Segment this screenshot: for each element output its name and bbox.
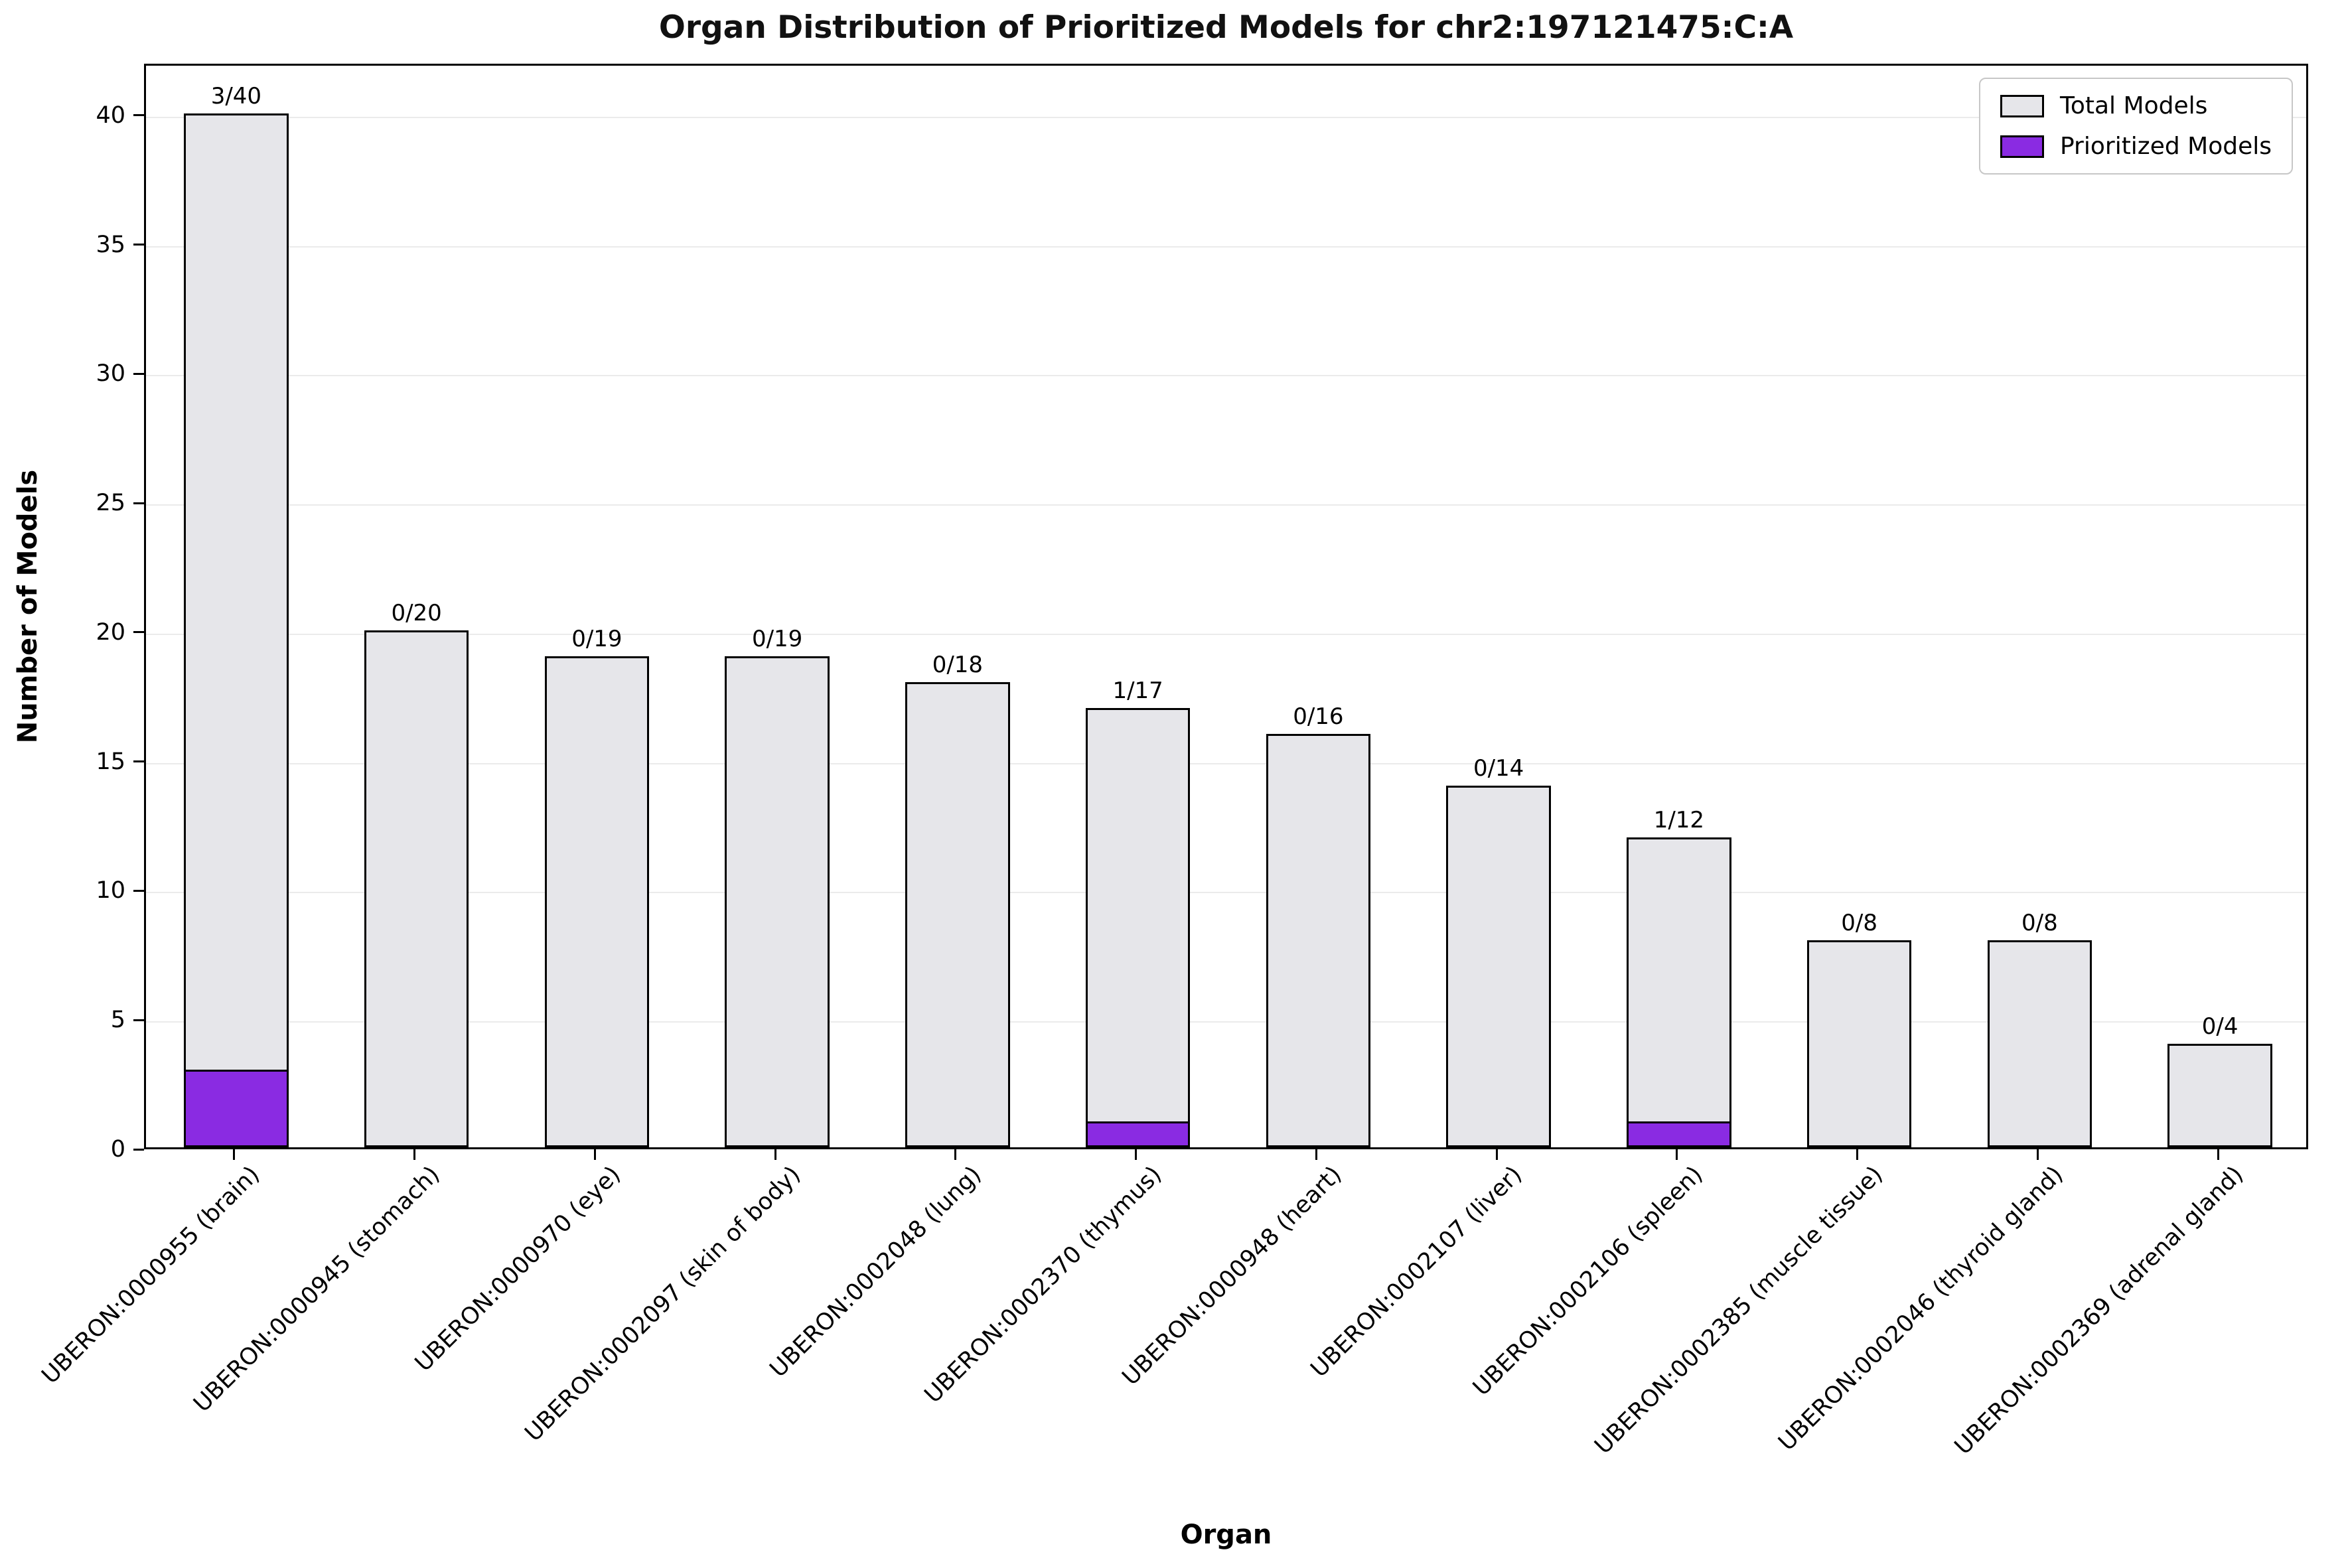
x-tick-label: UBERON:0002369 (adrenal gland) — [1949, 1161, 2249, 1461]
y-tick-mark — [133, 631, 144, 634]
bar-value-label: 0/20 — [391, 599, 442, 626]
y-tick-mark — [133, 760, 144, 763]
bar-value-label: 3/40 — [210, 82, 262, 109]
x-tick-mark — [954, 1149, 957, 1160]
x-tick-mark — [233, 1149, 236, 1160]
total-models-bar — [1085, 707, 1191, 1147]
gridline — [146, 1021, 2306, 1023]
y-axis-label: Number of Models — [13, 469, 43, 744]
chart-title: Organ Distribution of Prioritized Models… — [658, 9, 1794, 46]
x-tick-label: UBERON:0002385 (muscle tissue) — [1589, 1161, 1888, 1460]
y-tick-label: 30 — [96, 360, 125, 388]
x-tick-mark — [1135, 1149, 1137, 1160]
x-tick-mark — [774, 1149, 776, 1160]
bar-value-label: 0/8 — [1841, 910, 1877, 937]
y-tick-mark — [133, 372, 144, 375]
legend-label-prioritized-models: Prioritized Models — [2059, 133, 2272, 160]
x-tick-mark — [1856, 1149, 1859, 1160]
bar-value-label: 0/19 — [751, 625, 803, 652]
x-tick-mark — [1495, 1149, 1498, 1160]
total-models-bar — [184, 113, 289, 1147]
gridline — [146, 762, 2306, 764]
y-tick-mark — [133, 502, 144, 504]
x-tick-label: UBERON:0000970 (eye) — [409, 1161, 626, 1378]
total-models-bar — [1806, 940, 1912, 1147]
x-tick-label: UBERON:0002107 (liver) — [1305, 1161, 1528, 1383]
x-tick-label: UBERON:0002048 (lung) — [765, 1161, 987, 1383]
y-tick-mark — [133, 114, 144, 117]
bar-value-label: 0/8 — [2021, 910, 2058, 937]
prioritized-models-bar — [184, 1070, 289, 1147]
y-tick-mark — [133, 1019, 144, 1021]
gridline — [146, 504, 2306, 506]
legend-label-total-models: Total Models — [2059, 92, 2208, 119]
prioritized-models-swatch — [2000, 135, 2044, 158]
y-tick-label: 20 — [96, 618, 125, 646]
x-tick-mark — [2036, 1149, 2039, 1160]
x-tick-mark — [593, 1149, 596, 1160]
x-tick-mark — [1676, 1149, 1678, 1160]
x-tick-label: UBERON:0000955 (brain) — [37, 1161, 265, 1390]
y-tick-label: 15 — [96, 748, 125, 775]
bar-value-label: 0/16 — [1293, 703, 1344, 730]
bar-value-label: 0/19 — [571, 625, 623, 652]
y-tick-label: 10 — [96, 877, 125, 904]
x-tick-mark — [2217, 1149, 2219, 1160]
prioritized-models-bar — [1627, 1121, 1731, 1147]
y-tick-label: 35 — [96, 231, 125, 258]
total-models-swatch — [2000, 94, 2044, 117]
total-models-bar — [725, 656, 830, 1147]
gridline — [146, 633, 2306, 635]
bar-value-label: 0/18 — [932, 651, 984, 678]
total-models-bar — [364, 630, 469, 1147]
legend-entry-prioritized-models: Prioritized Models — [2000, 133, 2272, 160]
x-tick-mark — [413, 1149, 416, 1160]
plot-area: Total Models Prioritized Models 3/40 0/20… — [144, 64, 2308, 1149]
total-models-bar — [905, 681, 1010, 1147]
total-models-bar — [1987, 940, 2092, 1147]
total-models-bar — [2167, 1044, 2272, 1147]
y-tick-mark — [133, 244, 144, 246]
y-tick-label: 40 — [96, 102, 125, 129]
x-axis-label: Organ — [1180, 1520, 1272, 1550]
total-models-bar — [1266, 733, 1371, 1147]
bar-value-label: 1/12 — [1653, 806, 1705, 833]
gridline — [146, 116, 2306, 118]
total-models-bar — [1446, 785, 1551, 1147]
total-models-bar — [544, 656, 650, 1147]
y-tick-mark — [133, 1148, 144, 1151]
gridline — [146, 892, 2306, 894]
y-tick-label: 0 — [110, 1136, 125, 1163]
bar-value-label: 0/4 — [2201, 1013, 2238, 1040]
y-tick-label: 25 — [96, 490, 125, 517]
legend: Total Models Prioritized Models — [1978, 78, 2293, 175]
y-tick-label: 5 — [110, 1007, 125, 1034]
gridline — [146, 375, 2306, 377]
legend-entry-total-models: Total Models — [2000, 92, 2272, 119]
bar-value-label: 0/14 — [1473, 754, 1524, 782]
bar-value-label: 1/17 — [1112, 677, 1163, 704]
x-tick-mark — [1315, 1149, 1317, 1160]
gridline — [146, 246, 2306, 248]
total-models-bar — [1627, 837, 1731, 1147]
prioritized-models-bar — [1085, 1121, 1191, 1147]
y-tick-mark — [133, 889, 144, 892]
x-tick-label: UBERON:0002046 (thyroid gland) — [1773, 1161, 2069, 1457]
